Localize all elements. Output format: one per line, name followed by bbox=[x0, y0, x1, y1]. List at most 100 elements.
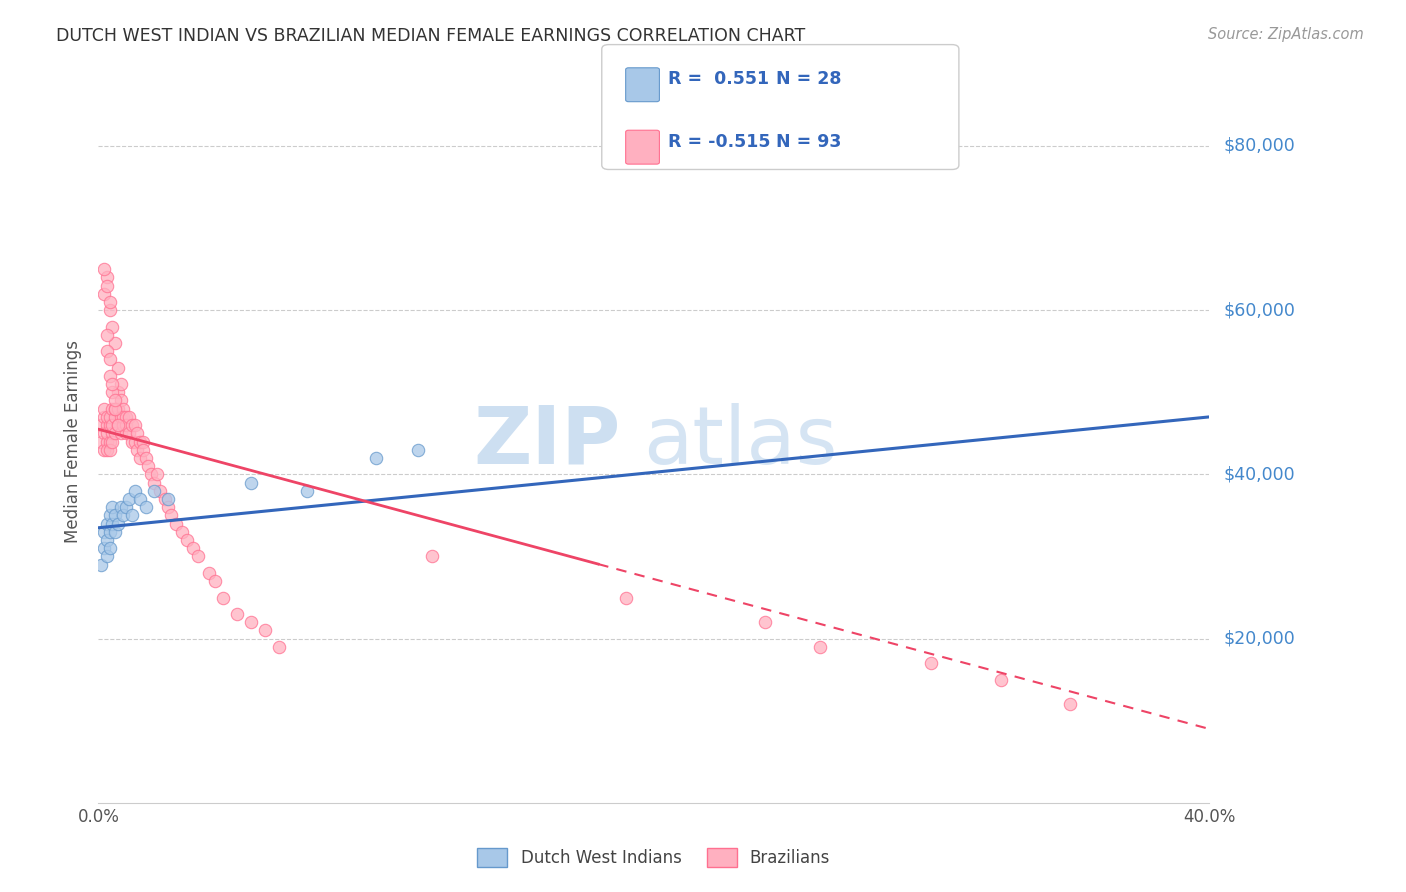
Point bbox=[98, 295, 121, 310]
Point bbox=[104, 401, 127, 416]
Point bbox=[101, 377, 124, 392]
Point bbox=[420, 549, 443, 564]
Point bbox=[96, 344, 118, 359]
Point bbox=[212, 591, 235, 605]
Point bbox=[96, 516, 118, 531]
Point bbox=[135, 500, 157, 515]
Text: DUTCH WEST INDIAN VS BRAZILIAN MEDIAN FEMALE EARNINGS CORRELATION CHART: DUTCH WEST INDIAN VS BRAZILIAN MEDIAN FE… bbox=[56, 27, 806, 45]
Point bbox=[98, 524, 121, 539]
Text: atlas: atlas bbox=[643, 402, 837, 481]
Text: $20,000: $20,000 bbox=[1223, 630, 1295, 648]
Point bbox=[104, 401, 127, 416]
Point bbox=[98, 418, 121, 433]
Point bbox=[406, 442, 429, 457]
Point bbox=[165, 516, 187, 531]
Point bbox=[115, 418, 138, 433]
Point bbox=[98, 303, 121, 318]
Point bbox=[176, 533, 198, 547]
Point bbox=[110, 409, 132, 424]
Point bbox=[110, 426, 132, 441]
Point bbox=[96, 270, 118, 285]
Point bbox=[96, 409, 118, 424]
Text: Source: ZipAtlas.com: Source: ZipAtlas.com bbox=[1208, 27, 1364, 42]
Point bbox=[98, 541, 121, 556]
Point bbox=[240, 475, 263, 490]
Point bbox=[112, 401, 135, 416]
Point bbox=[204, 574, 226, 588]
Point bbox=[170, 524, 193, 539]
Point bbox=[96, 426, 118, 441]
Point bbox=[93, 286, 115, 301]
Point bbox=[96, 418, 118, 433]
Point bbox=[90, 434, 112, 449]
Point bbox=[118, 426, 141, 441]
Point bbox=[138, 459, 160, 474]
Point bbox=[112, 508, 135, 523]
Point bbox=[107, 516, 129, 531]
Point bbox=[104, 426, 127, 441]
Point bbox=[115, 500, 138, 515]
Point bbox=[366, 450, 388, 465]
Point bbox=[93, 541, 115, 556]
Point bbox=[93, 524, 115, 539]
Point bbox=[110, 500, 132, 515]
Point bbox=[143, 475, 166, 490]
Point bbox=[96, 533, 118, 547]
Point bbox=[135, 450, 157, 465]
Point bbox=[96, 278, 118, 293]
Point bbox=[101, 434, 124, 449]
Point bbox=[156, 500, 179, 515]
Point bbox=[124, 434, 146, 449]
Point bbox=[93, 426, 115, 441]
Point bbox=[129, 434, 152, 449]
Point bbox=[98, 352, 121, 367]
Point bbox=[93, 409, 115, 424]
Point bbox=[101, 426, 124, 441]
Point bbox=[129, 491, 152, 506]
Point bbox=[90, 418, 112, 433]
Point bbox=[614, 591, 637, 605]
Point bbox=[107, 401, 129, 416]
Point bbox=[98, 368, 121, 383]
Point bbox=[121, 434, 143, 449]
Point bbox=[96, 434, 118, 449]
Point bbox=[121, 418, 143, 433]
Point bbox=[132, 434, 155, 449]
Point bbox=[101, 500, 124, 515]
Point bbox=[98, 442, 121, 457]
Text: N = 93: N = 93 bbox=[776, 133, 841, 151]
Point bbox=[990, 673, 1012, 687]
Point bbox=[112, 418, 135, 433]
Point bbox=[104, 409, 127, 424]
Text: $80,000: $80,000 bbox=[1223, 137, 1295, 155]
Point bbox=[110, 393, 132, 408]
Point bbox=[132, 442, 155, 457]
Point bbox=[98, 508, 121, 523]
Point bbox=[107, 360, 129, 375]
Point bbox=[101, 516, 124, 531]
Point bbox=[267, 640, 290, 654]
Point bbox=[104, 524, 127, 539]
Point bbox=[159, 508, 181, 523]
Point bbox=[253, 624, 276, 638]
Point bbox=[107, 385, 129, 400]
Point bbox=[101, 401, 124, 416]
Point bbox=[115, 426, 138, 441]
Point bbox=[121, 508, 143, 523]
Point bbox=[96, 549, 118, 564]
Text: R =  0.551: R = 0.551 bbox=[668, 70, 769, 88]
Point bbox=[107, 418, 129, 433]
Point bbox=[198, 566, 221, 580]
Point bbox=[96, 442, 118, 457]
Text: $40,000: $40,000 bbox=[1223, 466, 1295, 483]
Point bbox=[93, 442, 115, 457]
Point bbox=[810, 640, 832, 654]
Point bbox=[98, 409, 121, 424]
Point bbox=[93, 262, 115, 277]
Point bbox=[104, 393, 127, 408]
Point bbox=[90, 558, 112, 572]
Point bbox=[143, 483, 166, 498]
Point bbox=[145, 467, 167, 482]
Point bbox=[98, 434, 121, 449]
Point bbox=[101, 418, 124, 433]
